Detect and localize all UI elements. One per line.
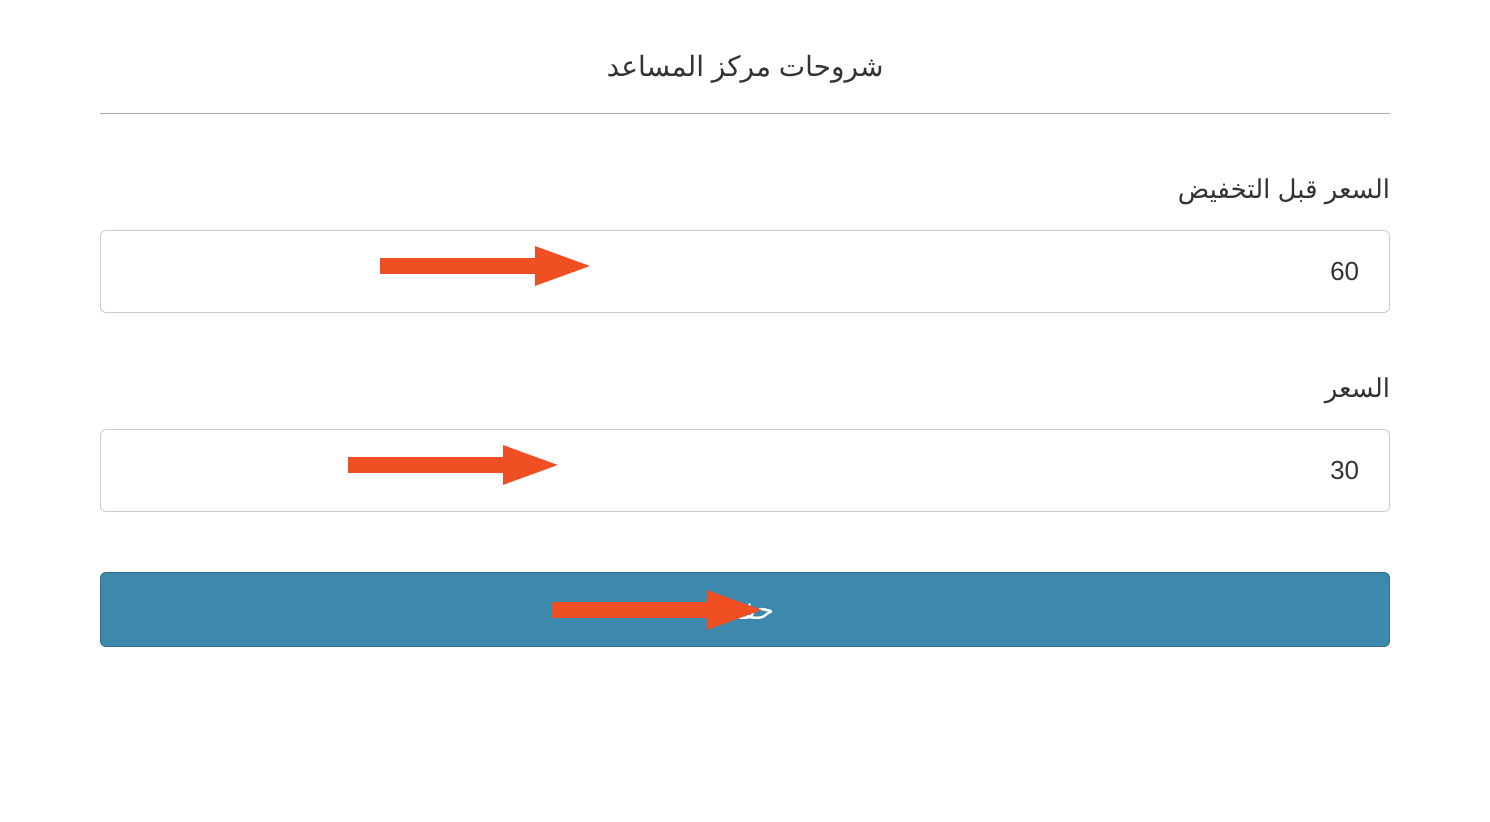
price-input[interactable]	[100, 429, 1390, 512]
price-before-discount-group: السعر قبل التخفيض	[100, 174, 1390, 313]
price-before-discount-label: السعر قبل التخفيض	[100, 174, 1390, 205]
page-title: شروحات مركز المساعد	[100, 50, 1390, 114]
save-button-wrapper: حفظ	[100, 572, 1390, 647]
save-button[interactable]: حفظ	[100, 572, 1390, 647]
price-group: السعر	[100, 373, 1390, 512]
form-container: شروحات مركز المساعد السعر قبل التخفيض ال…	[100, 0, 1390, 647]
price-before-discount-input[interactable]	[100, 230, 1390, 313]
price-label: السعر	[100, 373, 1390, 404]
